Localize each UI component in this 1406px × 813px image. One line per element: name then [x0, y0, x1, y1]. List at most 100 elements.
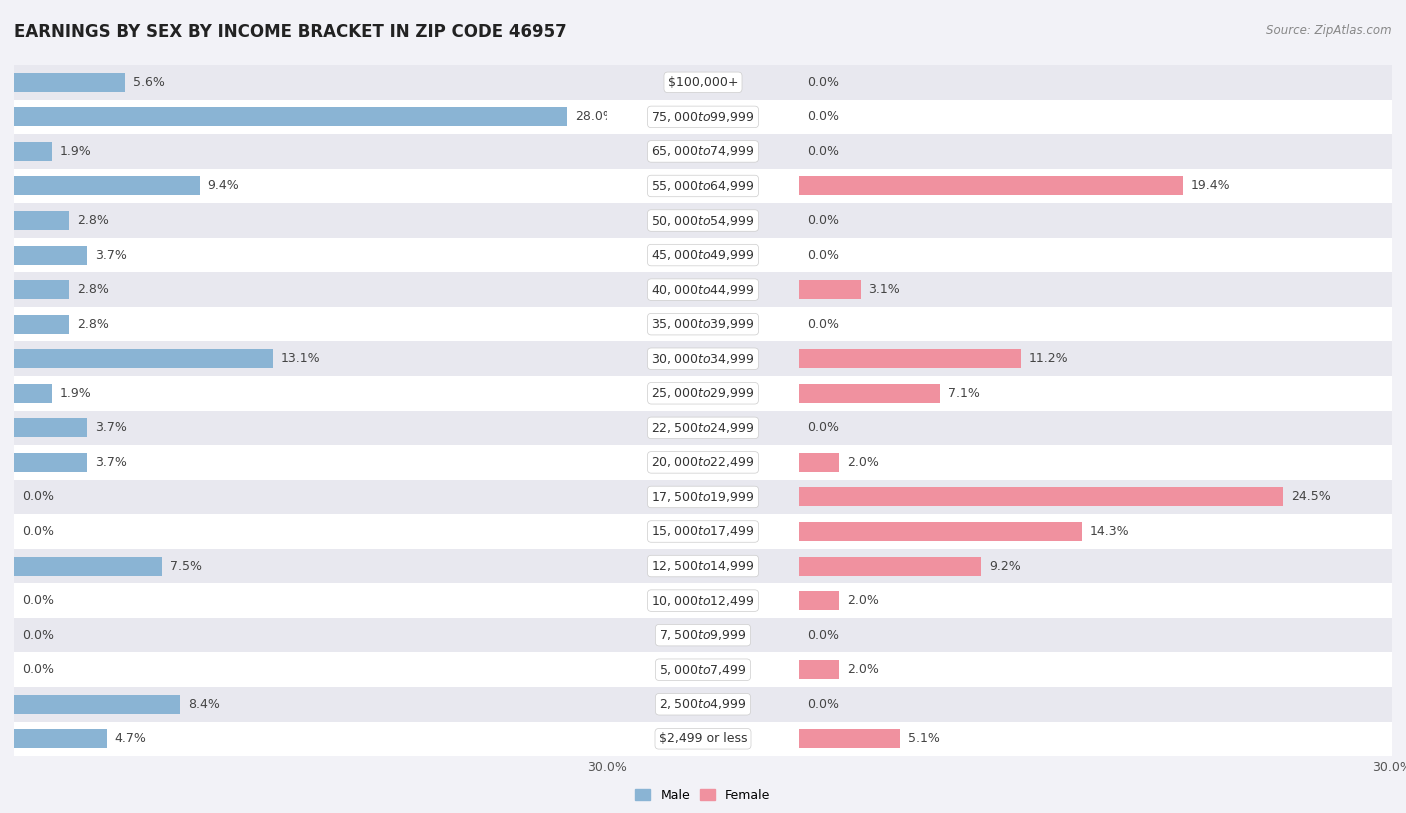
- Bar: [800, 169, 1392, 203]
- Text: 0.0%: 0.0%: [22, 594, 53, 607]
- Bar: [606, 480, 800, 515]
- Bar: [800, 307, 1392, 341]
- Bar: [606, 446, 800, 480]
- Text: $22,500 to $24,999: $22,500 to $24,999: [651, 421, 755, 435]
- Bar: [800, 584, 1392, 618]
- Text: 0.0%: 0.0%: [22, 628, 53, 641]
- Text: $55,000 to $64,999: $55,000 to $64,999: [651, 179, 755, 193]
- Bar: [14, 107, 567, 126]
- Text: $2,500 to $4,999: $2,500 to $4,999: [659, 698, 747, 711]
- Bar: [800, 99, 1392, 134]
- Text: 7.5%: 7.5%: [170, 559, 202, 572]
- Text: 9.2%: 9.2%: [988, 559, 1021, 572]
- Bar: [800, 341, 1392, 376]
- Bar: [800, 203, 1392, 237]
- Bar: [606, 307, 800, 341]
- Bar: [800, 237, 1392, 272]
- Text: 2.8%: 2.8%: [77, 214, 110, 227]
- Bar: [606, 376, 800, 411]
- Text: 2.8%: 2.8%: [77, 318, 110, 331]
- Bar: [606, 341, 800, 376]
- Text: 0.0%: 0.0%: [807, 318, 839, 331]
- Bar: [14, 211, 69, 230]
- Bar: [14, 557, 162, 576]
- Bar: [800, 65, 1392, 99]
- Text: $12,500 to $14,999: $12,500 to $14,999: [651, 559, 755, 573]
- Bar: [800, 515, 1392, 549]
- Bar: [606, 411, 800, 446]
- Bar: [800, 376, 1392, 411]
- Text: 0.0%: 0.0%: [807, 76, 839, 89]
- Text: 0.0%: 0.0%: [22, 525, 53, 538]
- Text: 5.1%: 5.1%: [908, 733, 941, 746]
- Text: $30,000 to $34,999: $30,000 to $34,999: [651, 352, 755, 366]
- Bar: [606, 515, 800, 549]
- Text: 3.7%: 3.7%: [96, 456, 127, 469]
- Bar: [14, 99, 606, 134]
- Bar: [800, 660, 839, 679]
- Bar: [606, 549, 800, 584]
- Bar: [606, 652, 800, 687]
- Bar: [800, 350, 1021, 368]
- Bar: [800, 446, 1392, 480]
- Text: 0.0%: 0.0%: [22, 490, 53, 503]
- Text: 24.5%: 24.5%: [1291, 490, 1331, 503]
- Bar: [800, 557, 981, 576]
- Text: $100,000+: $100,000+: [668, 76, 738, 89]
- Text: 0.0%: 0.0%: [807, 698, 839, 711]
- Bar: [14, 272, 606, 307]
- Text: $7,500 to $9,999: $7,500 to $9,999: [659, 628, 747, 642]
- Text: 3.7%: 3.7%: [96, 421, 127, 434]
- Bar: [14, 176, 200, 195]
- Text: 1.9%: 1.9%: [59, 145, 91, 158]
- Bar: [14, 549, 606, 584]
- Bar: [800, 652, 1392, 687]
- Bar: [14, 315, 69, 333]
- Text: 28.0%: 28.0%: [575, 111, 614, 124]
- Bar: [800, 480, 1392, 515]
- Bar: [800, 729, 900, 748]
- Bar: [800, 176, 1182, 195]
- Bar: [14, 584, 606, 618]
- Text: 3.1%: 3.1%: [869, 283, 900, 296]
- Text: 2.0%: 2.0%: [846, 456, 879, 469]
- Bar: [14, 169, 606, 203]
- Bar: [800, 549, 1392, 584]
- Text: 14.3%: 14.3%: [1090, 525, 1129, 538]
- Bar: [14, 384, 52, 402]
- Legend: Male, Female: Male, Female: [630, 784, 776, 806]
- Bar: [800, 272, 1392, 307]
- Bar: [14, 376, 606, 411]
- Text: 4.7%: 4.7%: [115, 733, 146, 746]
- Bar: [14, 419, 87, 437]
- Bar: [606, 65, 800, 99]
- Text: $65,000 to $74,999: $65,000 to $74,999: [651, 145, 755, 159]
- Text: $20,000 to $22,499: $20,000 to $22,499: [651, 455, 755, 469]
- Text: 8.4%: 8.4%: [188, 698, 219, 711]
- Bar: [14, 350, 273, 368]
- Text: $2,499 or less: $2,499 or less: [659, 733, 747, 746]
- Text: 0.0%: 0.0%: [807, 111, 839, 124]
- Bar: [14, 729, 107, 748]
- Bar: [800, 384, 939, 402]
- Bar: [14, 695, 180, 714]
- Bar: [800, 591, 839, 610]
- Text: 19.4%: 19.4%: [1191, 180, 1230, 193]
- Text: 0.0%: 0.0%: [807, 249, 839, 262]
- Bar: [14, 687, 606, 722]
- Bar: [606, 99, 800, 134]
- Bar: [606, 687, 800, 722]
- Text: $50,000 to $54,999: $50,000 to $54,999: [651, 214, 755, 228]
- Bar: [800, 280, 860, 299]
- Bar: [14, 480, 606, 515]
- Text: $5,000 to $7,499: $5,000 to $7,499: [659, 663, 747, 676]
- Bar: [14, 652, 606, 687]
- Bar: [800, 411, 1392, 446]
- Bar: [14, 246, 87, 264]
- Text: $25,000 to $29,999: $25,000 to $29,999: [651, 386, 755, 400]
- Bar: [606, 272, 800, 307]
- Bar: [606, 237, 800, 272]
- Bar: [14, 515, 606, 549]
- Bar: [606, 134, 800, 169]
- Bar: [800, 453, 839, 472]
